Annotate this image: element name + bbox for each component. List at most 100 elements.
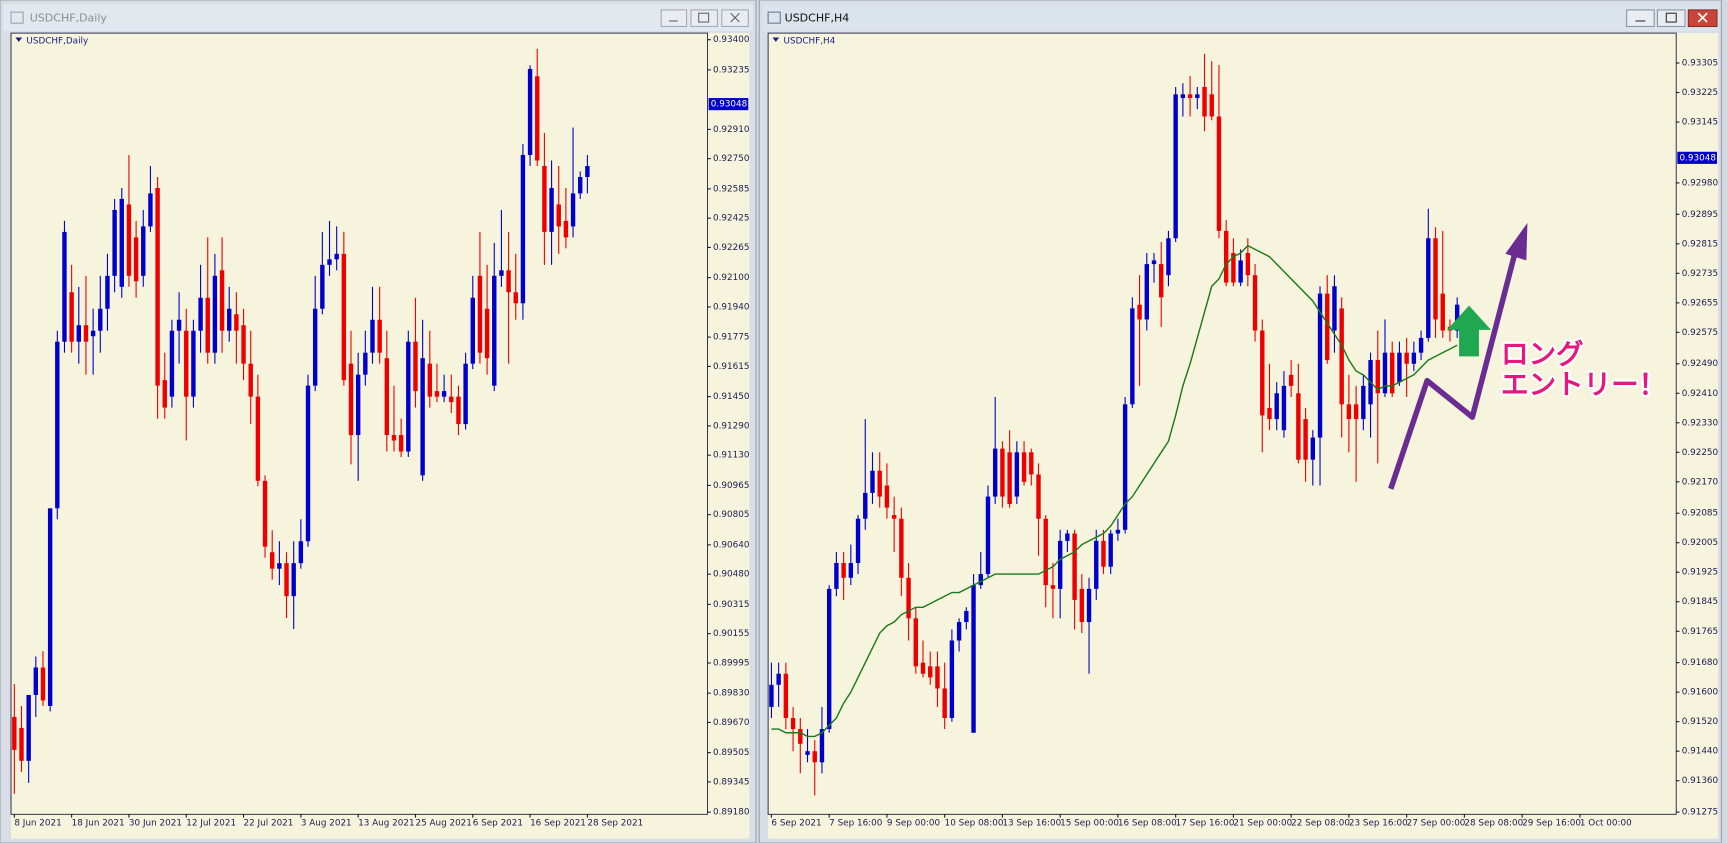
candle-body [848, 563, 854, 578]
candle-body [920, 662, 926, 674]
y-tick-label: 0.91925 [1682, 568, 1718, 578]
minimize-button[interactable] [660, 9, 688, 28]
close-glyph [1697, 12, 1708, 23]
y-tick-label: 0.91615 [713, 362, 749, 372]
candle-body [891, 515, 897, 519]
candle-body [1281, 385, 1287, 431]
candle-body [1122, 404, 1128, 530]
candle-body [355, 374, 361, 436]
y-tick-label: 0.92735 [1682, 269, 1718, 279]
x-tick-label: 1 Oct 00:00 [1580, 819, 1632, 829]
candle-body [1151, 260, 1157, 265]
y-tick-label: 0.93305 [1682, 58, 1718, 68]
candle-body [277, 563, 282, 569]
candle-body [162, 380, 167, 408]
candle-body [1267, 408, 1272, 420]
candle-body [1440, 293, 1445, 331]
window-daily: USDCHF,Daily USDCHF,Daily 0.93400 0.93235… [0, 0, 757, 843]
candle-body [1043, 518, 1048, 586]
candle-body [1079, 588, 1085, 623]
candle-body [184, 330, 189, 397]
candle-body [1202, 86, 1207, 117]
candle-body [1159, 264, 1164, 298]
candle-body [434, 391, 440, 397]
x-tick-label: 16 Sep 08:00 [1118, 819, 1177, 829]
candle-body [1086, 588, 1092, 623]
x-tick-label: 6 Sep 2021 [473, 819, 523, 829]
candle-body [241, 325, 246, 364]
candle-body [176, 319, 182, 331]
y-tick-label: 0.91680 [1682, 658, 1719, 668]
chart-label: USDCHF,Daily [26, 36, 88, 46]
candle-body [327, 259, 332, 265]
candle-body [499, 270, 504, 276]
plot-frame [10, 32, 708, 815]
candle-body [1223, 230, 1229, 283]
candle-body [1382, 352, 1388, 394]
candle-body [1310, 437, 1316, 460]
candle-body [33, 667, 39, 695]
x-tick-label: 9 Sep 00:00 [887, 819, 941, 829]
candle-body [578, 176, 583, 194]
minimize-button[interactable] [1626, 9, 1655, 28]
candle-body [1325, 293, 1330, 361]
x-tick-label: 23 Sep 16:00 [1349, 819, 1408, 829]
candle-body [1252, 275, 1258, 331]
symbol-menu-arrow[interactable] [772, 37, 780, 42]
bid-price-box [708, 98, 749, 111]
y-tick-label: 0.89670 [713, 718, 750, 728]
candle-body [334, 253, 339, 260]
candle-body [191, 330, 196, 397]
candle-body [155, 187, 160, 386]
candle-body [563, 220, 569, 238]
candle-body [1296, 393, 1301, 460]
candle-body [384, 358, 390, 436]
candle-body [133, 237, 139, 282]
x-tick-label: 22 Jul 2021 [244, 819, 294, 829]
candle-body [12, 716, 17, 750]
candle-body [270, 552, 275, 569]
candle-body [398, 435, 404, 452]
symbol-menu-arrow[interactable] [15, 37, 23, 42]
candle-body [513, 292, 518, 304]
chart-background [768, 33, 1719, 839]
y-tick-label: 0.93225 [1682, 88, 1718, 98]
y-tick-label: 0.92330 [1682, 418, 1719, 428]
candle-body [928, 666, 933, 678]
title-bar [3, 4, 753, 31]
y-tick-label: 0.91600 [1682, 688, 1719, 698]
y-tick-label: 0.89345 [713, 777, 749, 787]
maximize-button[interactable] [1656, 9, 1686, 28]
candle-body [55, 341, 60, 509]
candle-body [112, 209, 117, 276]
y-tick-label: 0.91360 [1682, 776, 1719, 786]
candle-body [805, 751, 810, 755]
y-tick-label: 0.92750 [713, 154, 750, 164]
maximize-button[interactable] [690, 9, 718, 28]
y-tick-label: 0.92585 [713, 184, 749, 194]
y-tick-label: 0.90640 [713, 540, 750, 550]
candle-body [1303, 419, 1308, 460]
bid-price-label: 0.93048 [1680, 153, 1716, 163]
candle-body [1397, 352, 1402, 383]
window-title: USDCHF,Daily [30, 12, 108, 25]
purple-arrow-head [1505, 222, 1528, 261]
y-tick-label: 0.92410 [1682, 389, 1719, 399]
candle-body [126, 204, 132, 276]
candle-body [1426, 238, 1431, 338]
candle-body [956, 622, 962, 641]
candle-body [1021, 452, 1027, 482]
candle-body [1411, 352, 1417, 364]
candle-body [870, 470, 875, 493]
candle-body [1238, 260, 1243, 283]
candle-body [1353, 404, 1359, 420]
candle-body [1115, 529, 1121, 534]
candle-body [992, 448, 998, 497]
y-tick-label: 0.92250 [1682, 448, 1719, 458]
purple-path-arrow [1388, 255, 1517, 490]
y-tick-label: 0.93235 [713, 65, 749, 75]
candle-body [978, 574, 983, 586]
y-tick-label: 0.91765 [1682, 627, 1718, 637]
